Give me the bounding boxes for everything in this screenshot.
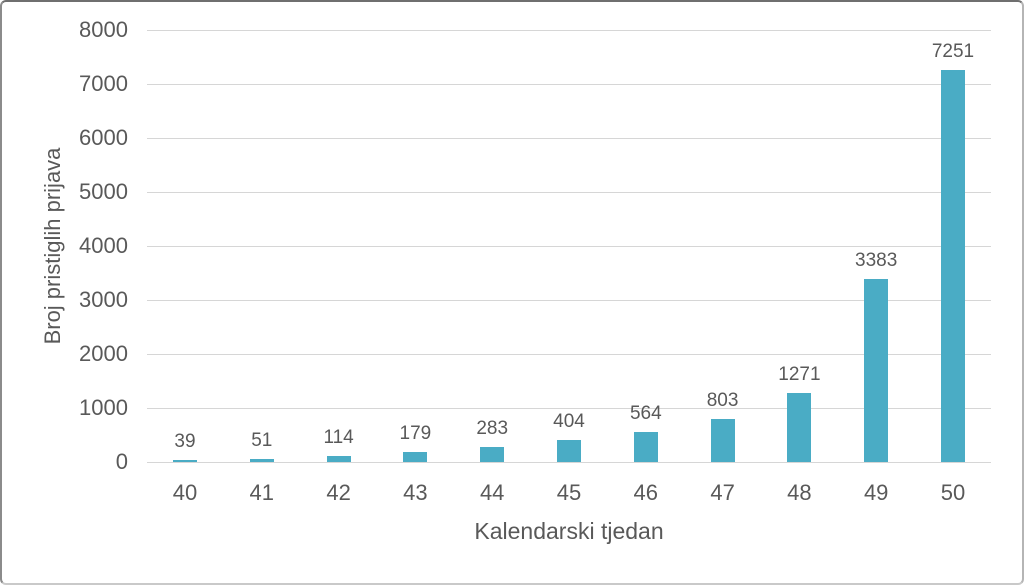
x-axis-tick-label: 44 <box>479 480 505 505</box>
gridline <box>147 84 991 85</box>
bar <box>710 418 735 462</box>
x-axis-tick-label: 43 <box>403 480 428 505</box>
y-axis-tick-label: 6000 <box>79 125 128 150</box>
gridline <box>147 408 991 409</box>
bar-value-label: 1271 <box>778 364 821 386</box>
y-axis-tick-label: 2000 <box>79 341 128 366</box>
bar <box>173 459 197 462</box>
bar <box>633 431 658 462</box>
bar-value-label: 7251 <box>931 41 975 63</box>
bar <box>480 446 505 462</box>
gridline <box>147 138 991 139</box>
x-axis-title: Kalendarski tjedan <box>474 518 664 544</box>
bar-value-label: 564 <box>629 402 662 424</box>
bar-value-label: 283 <box>476 417 509 439</box>
bar <box>864 279 889 462</box>
x-axis-tick-label: 45 <box>556 480 582 505</box>
gridline <box>147 354 991 355</box>
bar-value-label: 51 <box>251 430 273 452</box>
bar <box>403 452 428 462</box>
gridline <box>147 30 991 31</box>
x-axis-tick-label: 46 <box>633 480 659 505</box>
bar-value-label: 3383 <box>855 250 898 272</box>
x-axis-tick-label: 50 <box>940 480 966 505</box>
bar-value-label: 114 <box>323 426 354 448</box>
bar-value-label: 39 <box>174 430 196 452</box>
y-axis-tick-label: 3000 <box>79 287 128 312</box>
y-axis-tick-label: 7000 <box>79 71 128 96</box>
bar-value-label: 404 <box>553 411 585 433</box>
bar <box>249 459 274 462</box>
gridline <box>147 462 991 463</box>
y-axis-tick-label: 0 <box>115 449 128 474</box>
bar-value-label: 803 <box>706 389 739 411</box>
x-axis-tick-label: 40 <box>172 480 198 505</box>
y-axis-tick-label: 8000 <box>79 17 128 42</box>
x-axis-tick-label: 42 <box>326 480 351 505</box>
gridline <box>147 192 991 193</box>
x-axis-tick-label: 49 <box>863 480 889 505</box>
bar <box>326 455 351 462</box>
bar <box>941 70 965 462</box>
bar <box>557 440 581 462</box>
bar-value-label: 179 <box>399 423 432 445</box>
gridline <box>147 300 991 301</box>
y-axis-tick-label: 4000 <box>79 233 128 258</box>
y-axis-tick-label: 5000 <box>79 179 128 204</box>
y-axis-tick-label: 1000 <box>79 395 128 420</box>
x-axis-tick-label: 41 <box>249 480 275 505</box>
x-axis-tick-label: 48 <box>787 480 812 505</box>
x-axis-tick-label: 47 <box>710 480 735 505</box>
bar <box>787 393 812 462</box>
gridline <box>147 246 991 247</box>
